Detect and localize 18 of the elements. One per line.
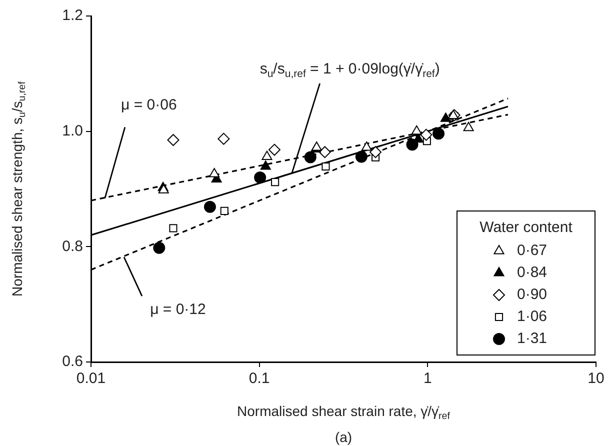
annotation: μ = 0·12	[150, 301, 206, 318]
legend-label: 1·06	[517, 308, 548, 326]
annotation: μ = 0·06	[121, 96, 177, 114]
legend-label: 0·90	[517, 286, 548, 304]
x-tick-label: 1	[423, 370, 432, 388]
text: (a)	[334, 428, 352, 445]
x-tick-label: 0.01	[76, 370, 106, 388]
y-axis-title: Normalised shear strength, su/su,ref	[8, 81, 28, 296]
x-tick-label: 0.1	[248, 370, 270, 388]
y-tick-label: 1.2	[62, 7, 83, 24]
legend-label: 0·84	[517, 264, 548, 282]
y-tick-label: 1.0	[62, 122, 83, 140]
legend-label: 0·67	[517, 242, 548, 260]
x-tick-label: 10	[588, 370, 604, 388]
legend-label: 1·31	[517, 330, 548, 348]
y-tick-label: 0.8	[62, 238, 83, 255]
legend-title: Water content	[480, 219, 574, 236]
y-tick-label: 0.6	[62, 353, 83, 370]
